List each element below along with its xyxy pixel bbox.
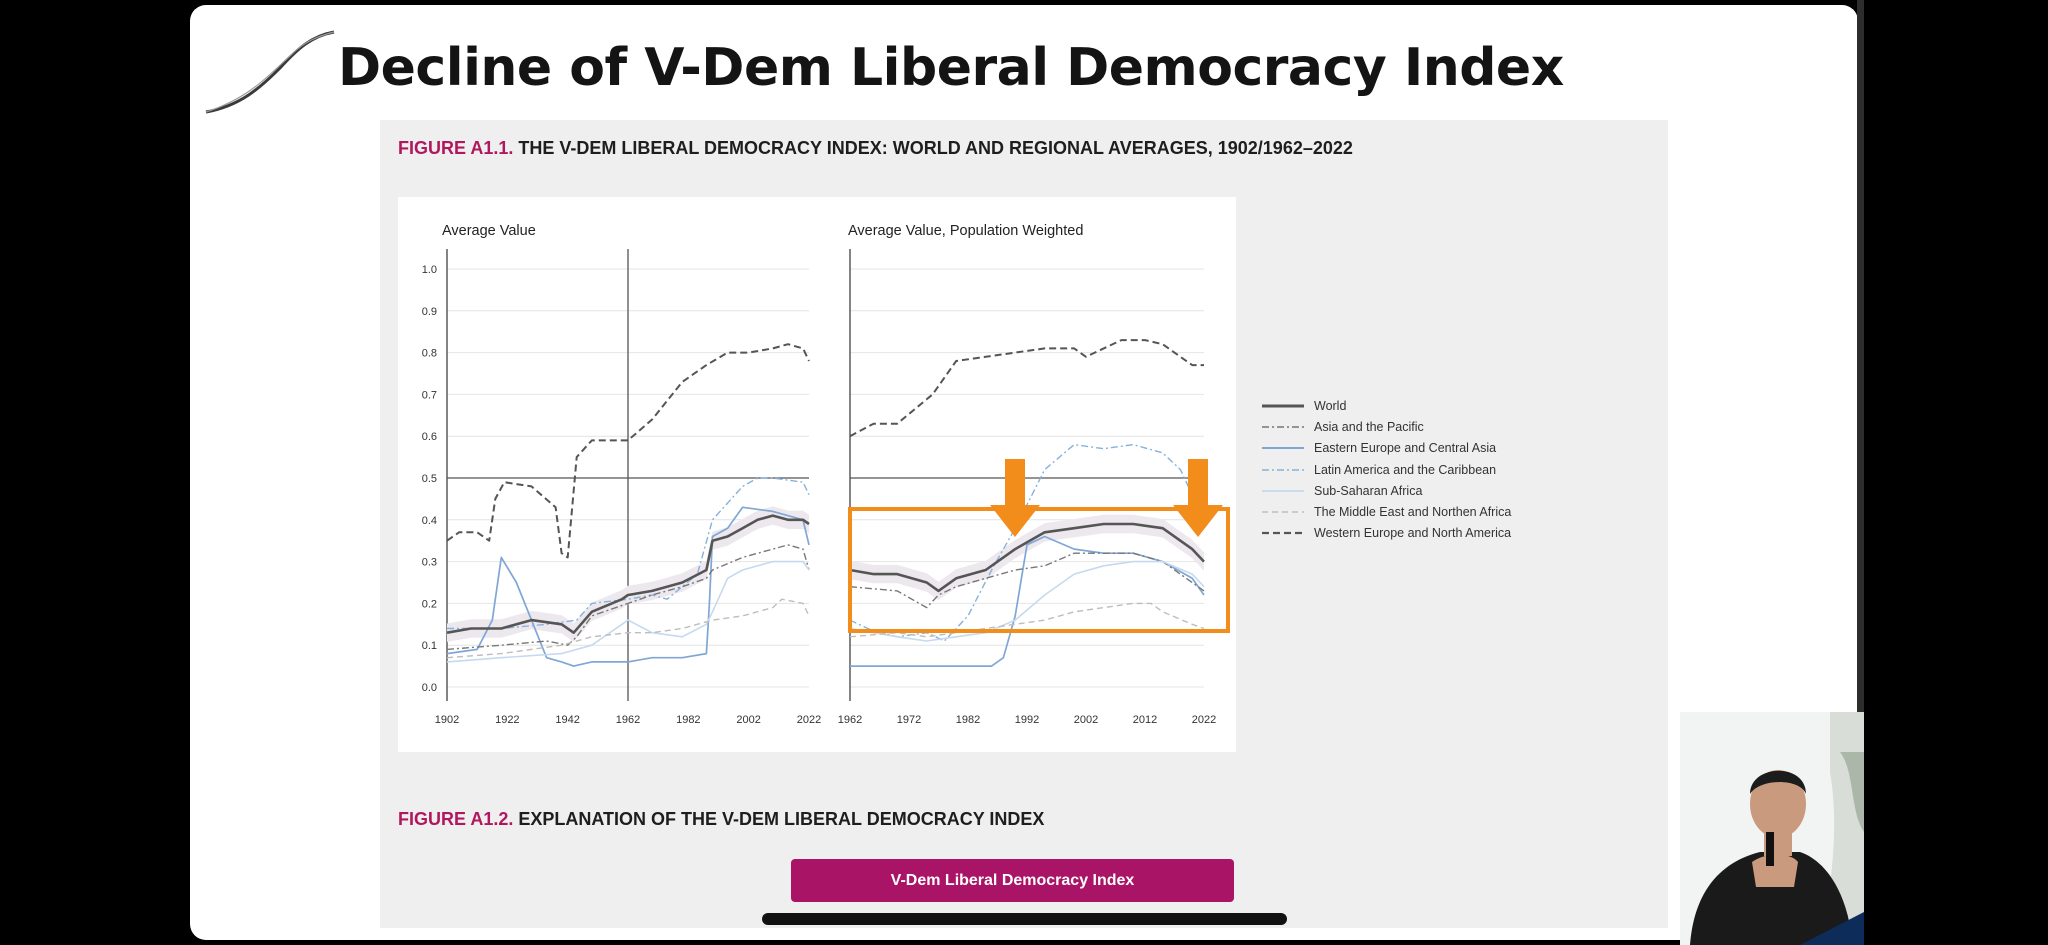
x-tick-label: 2022 (1192, 714, 1216, 726)
legend-item: Eastern Europe and Central Asia (1262, 438, 1562, 459)
x-tick-label: 1972 (897, 714, 921, 726)
legend-item: World (1262, 395, 1562, 416)
x-tick-label: 2022 (797, 714, 821, 726)
y-tick-label: 1.0 (422, 264, 437, 276)
y-tick-label: 0.4 (422, 515, 437, 527)
highlight-box (848, 507, 1230, 633)
series-line-the-middle-east-and-northen-africa (446, 598, 810, 659)
figure-caption-text: EXPLANATION OF THE V-DEM LIBERAL DEMOCRA… (518, 809, 1045, 829)
down-arrow-right-head (1173, 505, 1223, 537)
legend-item: Sub-Saharan Africa (1262, 480, 1562, 501)
liberal-democracy-index-button[interactable]: V-Dem Liberal Democracy Index (791, 859, 1234, 902)
series-line-western-europe-and-north-america (446, 343, 810, 559)
legend-label: Western Europe and North America (1314, 526, 1512, 541)
series-line-western-europe-and-north-america (849, 339, 1204, 438)
legend-label: Eastern Europe and Central Asia (1314, 441, 1497, 456)
y-tick-label: 0.1 (422, 640, 437, 652)
y-tick-label: 0.0 (422, 682, 437, 694)
x-tick-label: 1922 (495, 714, 519, 726)
scrollbar[interactable] (1857, 0, 1864, 712)
x-tick-label: 2002 (1074, 714, 1098, 726)
series-line-eastern-europe-and-central-asia (850, 535, 1205, 667)
down-arrow-left-shaft (1005, 459, 1025, 505)
chart-title: Average Value, Population Weighted (848, 223, 1083, 239)
swoosh-logo (205, 30, 335, 114)
y-tick-label: 0.7 (422, 389, 437, 401)
x-tick-label: 1902 (435, 714, 459, 726)
figure-number: FIGURE A1.1. (398, 138, 514, 158)
series-line-world (446, 514, 810, 635)
y-tick-label: 0.3 (422, 557, 437, 569)
series-line-asia-and-the-pacific (446, 544, 810, 651)
figure-a1-2-caption: FIGURE A1.2. EXPLANATION OF THE V-DEM LI… (398, 809, 1044, 830)
x-tick-label: 1942 (555, 714, 579, 726)
legend-item: Western Europe and North America (1262, 523, 1562, 544)
series-line-eastern-europe-and-central-asia (446, 506, 810, 667)
down-arrow-right-shaft (1188, 459, 1208, 505)
x-tick-label: 1982 (956, 714, 980, 726)
legend-item: The Middle East and Northen Africa (1262, 501, 1562, 522)
legend-label: Asia and the Pacific (1314, 419, 1424, 434)
x-tick-label: 1962 (616, 714, 640, 726)
y-tick-label: 0.9 (422, 306, 437, 318)
x-tick-label: 1992 (1015, 714, 1039, 726)
legend-label: Latin America and the Caribbean (1314, 462, 1497, 477)
down-arrow-left-head (990, 505, 1040, 537)
figure-a1-1-caption: FIGURE A1.1. THE V-DEM LIBERAL DEMOCRACY… (398, 138, 1353, 159)
x-tick-label: 2002 (736, 714, 760, 726)
world-confidence-band (850, 514, 1204, 601)
figure-number: FIGURE A1.2. (398, 809, 514, 829)
y-tick-label: 0.5 (422, 473, 437, 485)
series-line-sub-saharan-africa (849, 560, 1205, 642)
series-line-sub-saharan-africa (446, 560, 810, 663)
legend-item: Latin America and the Caribbean (1262, 459, 1562, 480)
y-tick-label: 0.2 (422, 598, 437, 610)
series-line-asia-and-the-pacific (849, 552, 1205, 609)
home-indicator (762, 913, 1287, 925)
chart-title: Average Value (442, 223, 536, 239)
x-tick-label: 2012 (1133, 714, 1157, 726)
y-tick-label: 0.6 (422, 431, 437, 443)
x-tick-label: 1962 (838, 714, 862, 726)
chart-canvas: Average Value 0.0 0.1 0.2 0.3 0.4 0.5 0.6 0.7 0.8… (422, 223, 1230, 726)
x-tick-label: 1982 (676, 714, 700, 726)
y-tick-label: 0.8 (422, 348, 437, 360)
legend-label: The Middle East and Northen Africa (1314, 505, 1512, 520)
presenter-video (1680, 712, 1864, 945)
figure-caption-text: THE V-DEM LIBERAL DEMOCRACY INDEX: WORLD… (518, 138, 1353, 158)
chart-legend: World Asia and the Pacific Eastern Europ… (1262, 395, 1562, 544)
slide-title: Decline of V-Dem Liberal Democracy Index (338, 38, 1564, 98)
series-line-world (849, 522, 1205, 593)
series-line-the-middle-east-and-northen-africa (849, 602, 1205, 638)
legend-label: Sub-Saharan Africa (1314, 483, 1423, 498)
legend-label: World (1314, 398, 1347, 413)
legend-item: Asia and the Pacific (1262, 416, 1562, 437)
chart-card: Average Value 0.0 0.1 0.2 0.3 0.4 0.5 0.6 0.7 0.8… (398, 197, 1236, 752)
